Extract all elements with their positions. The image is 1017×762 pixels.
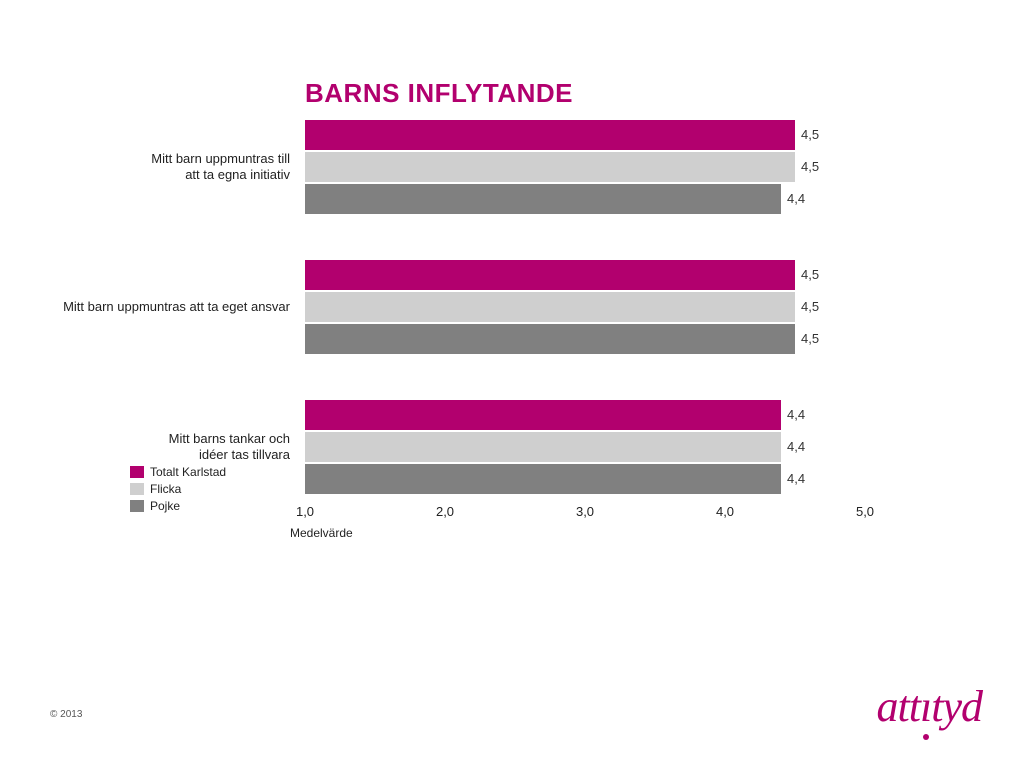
bar [305,400,781,430]
legend: Totalt Karlstad Flicka Pojke [130,464,226,515]
legend-swatch [130,466,144,478]
bar [305,260,795,290]
bar-value-label: 4,4 [781,464,805,494]
x-axis-tick: 5,0 [856,504,874,519]
bar [305,120,795,150]
x-axis-label: Medelvärde [290,526,353,540]
bar-value-label: 4,5 [795,292,819,322]
legend-item: Totalt Karlstad [130,464,226,480]
legend-item: Flicka [130,481,226,497]
bar-value-label: 4,5 [795,152,819,182]
bar [305,432,781,462]
copyright: © 2013 [50,709,82,720]
bar-value-label: 4,5 [795,260,819,290]
bar-row: 4,4 [305,184,865,214]
bar-value-label: 4,5 [795,324,819,354]
x-axis-tick: 3,0 [576,504,594,519]
bar-row: 4,5 [305,120,865,150]
x-axis-tick: 2,0 [436,504,454,519]
bar-value-label: 4,4 [781,184,805,214]
chart-title: BARNS INFLYTANDE [305,78,573,109]
x-axis-tick: 4,0 [716,504,734,519]
legend-swatch [130,500,144,512]
bar [305,464,781,494]
bar-value-label: 4,4 [781,400,805,430]
bar-row: 4,4 [305,464,865,494]
bar-group: 4,44,44,4 [305,400,865,496]
chart-plot-area: 4,54,54,44,54,54,54,44,44,4 [305,120,865,640]
bar-value-label: 4,5 [795,120,819,150]
legend-label: Pojke [150,499,180,513]
category-label: Mitt barns tankar ochidéer tas tillvara [0,431,290,464]
brand-logo: attıtyd [877,681,982,732]
bar-row: 4,5 [305,292,865,322]
bar-row: 4,4 [305,400,865,430]
category-label: Mitt barn uppmuntras att ta eget ansvar [0,299,290,315]
bar-row: 4,5 [305,152,865,182]
bar-group: 4,54,54,4 [305,120,865,216]
bar [305,152,795,182]
bar [305,184,781,214]
bar-value-label: 4,4 [781,432,805,462]
bar-row: 4,4 [305,432,865,462]
legend-label: Flicka [150,482,181,496]
legend-item: Pojke [130,498,226,514]
bar-row: 4,5 [305,324,865,354]
legend-label: Totalt Karlstad [150,465,226,479]
bar [305,292,795,322]
x-axis-tick: 1,0 [296,504,314,519]
bar-row: 4,5 [305,260,865,290]
legend-swatch [130,483,144,495]
bar [305,324,795,354]
bar-group: 4,54,54,5 [305,260,865,356]
category-label: Mitt barn uppmuntras tillatt ta egna ini… [0,151,290,184]
